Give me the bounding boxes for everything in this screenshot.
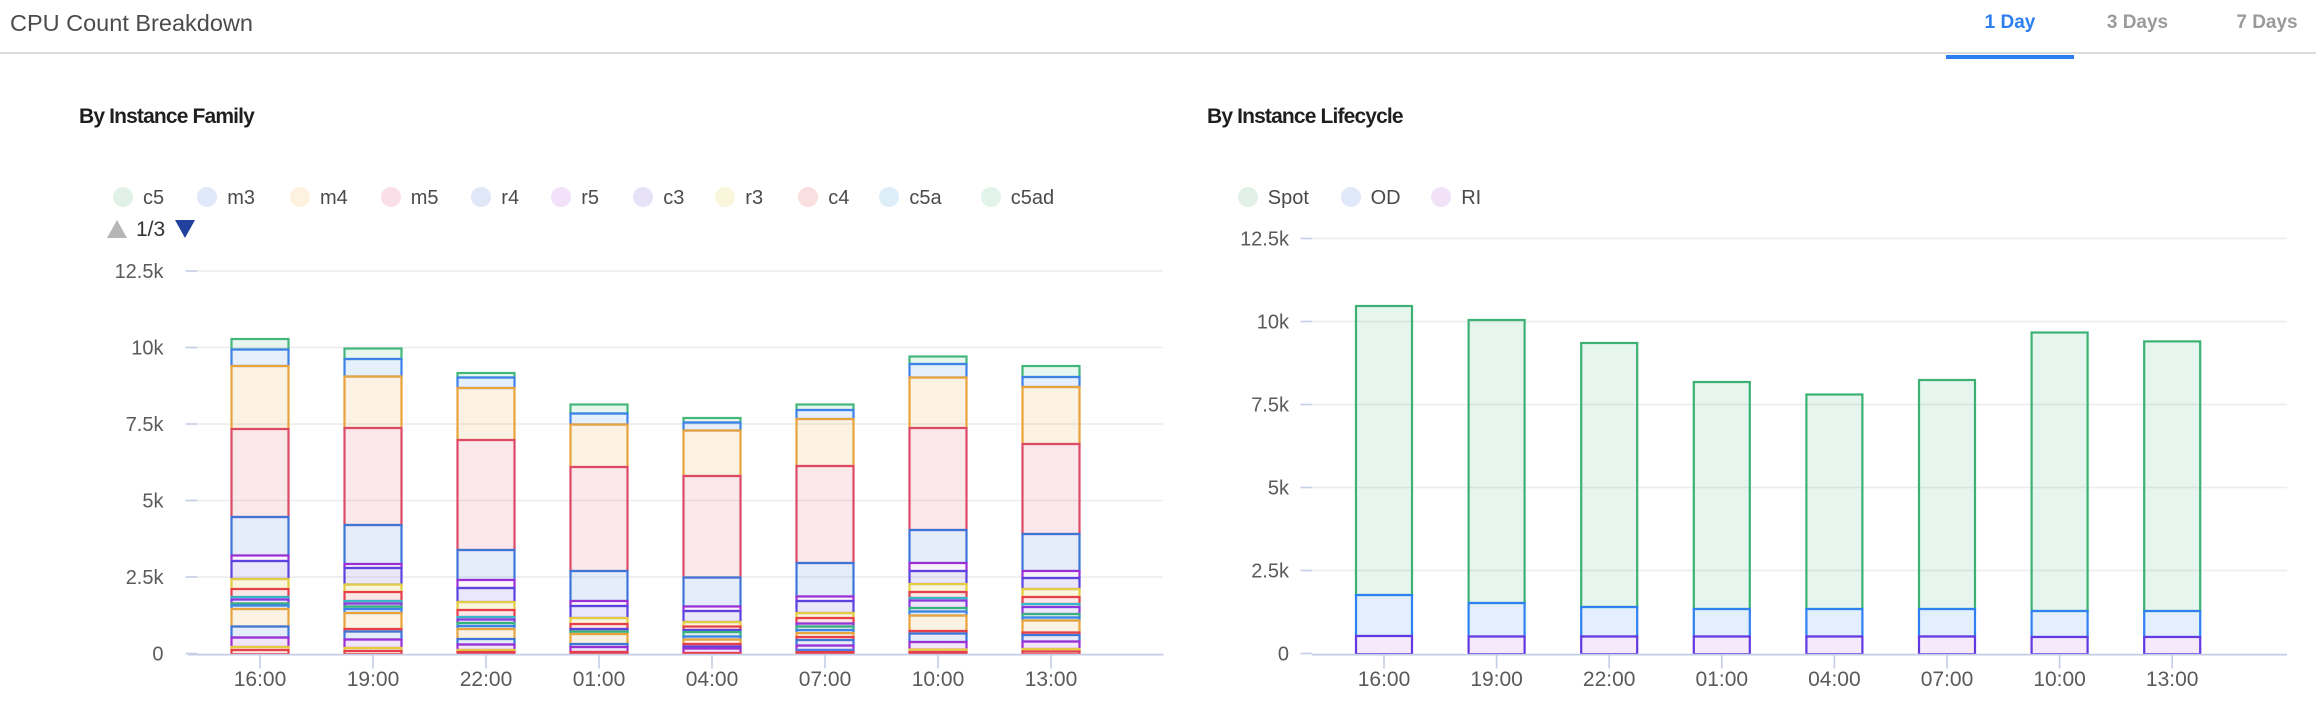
svg-text:10:00: 10:00 [912, 668, 965, 691]
svg-text:0: 0 [152, 644, 163, 666]
svg-text:22:00: 22:00 [460, 668, 513, 691]
svg-text:13:00: 13:00 [2146, 668, 2199, 691]
svg-text:0: 0 [1278, 644, 1289, 666]
svg-text:2.5k: 2.5k [126, 567, 165, 589]
svg-text:07:00: 07:00 [799, 668, 852, 691]
svg-text:5k: 5k [1268, 478, 1290, 500]
svg-text:2.5k: 2.5k [1251, 561, 1290, 583]
svg-text:19:00: 19:00 [1470, 668, 1523, 691]
svg-text:10k: 10k [131, 338, 164, 360]
svg-text:10k: 10k [1257, 312, 1290, 334]
svg-text:04:00: 04:00 [686, 668, 739, 691]
svg-text:10:00: 10:00 [2033, 668, 2086, 691]
svg-text:13:00: 13:00 [1025, 668, 1078, 691]
svg-text:01:00: 01:00 [1696, 668, 1749, 691]
svg-text:12.5k: 12.5k [115, 261, 165, 283]
svg-text:01:00: 01:00 [573, 668, 626, 691]
svg-text:19:00: 19:00 [347, 668, 400, 691]
svg-text:12.5k: 12.5k [1240, 229, 1290, 251]
svg-text:16:00: 16:00 [1358, 668, 1411, 691]
svg-text:07:00: 07:00 [1921, 668, 1974, 691]
svg-text:5k: 5k [142, 491, 164, 513]
svg-text:22:00: 22:00 [1583, 668, 1636, 691]
svg-text:7.5k: 7.5k [126, 414, 165, 436]
svg-text:7.5k: 7.5k [1251, 395, 1290, 417]
svg-text:04:00: 04:00 [1808, 668, 1861, 691]
svg-text:16:00: 16:00 [234, 668, 287, 691]
